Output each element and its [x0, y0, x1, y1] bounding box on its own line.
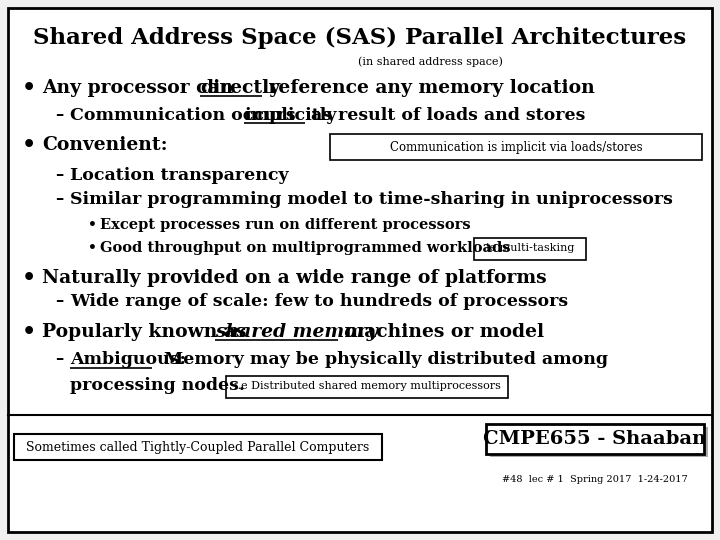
Text: #48  lec # 1  Spring 2017  1-24-2017: #48 lec # 1 Spring 2017 1-24-2017: [502, 476, 688, 484]
Text: Except processes run on different processors: Except processes run on different proces…: [100, 218, 471, 232]
FancyBboxPatch shape: [8, 8, 712, 532]
Text: Convenient:: Convenient:: [42, 136, 168, 154]
Text: Location transparency: Location transparency: [70, 166, 289, 184]
Text: Any processor can: Any processor can: [42, 79, 240, 97]
Text: i.e Distributed shared memory multiprocessors: i.e Distributed shared memory multiproce…: [233, 381, 500, 391]
Text: •: •: [22, 134, 36, 156]
Text: Popularly known as: Popularly known as: [42, 323, 253, 341]
Text: –: –: [55, 352, 63, 368]
Text: •: •: [88, 218, 97, 232]
Text: Communication is implicit via loads/stores: Communication is implicit via loads/stor…: [390, 140, 642, 153]
Text: Similar programming model to time-sharing in uniprocessors: Similar programming model to time-sharin…: [70, 192, 673, 208]
FancyBboxPatch shape: [490, 427, 708, 457]
Text: Communication occurs: Communication occurs: [70, 106, 302, 124]
Text: –: –: [55, 192, 63, 208]
FancyBboxPatch shape: [226, 376, 508, 398]
Text: CMPE655 - Shaaban: CMPE655 - Shaaban: [483, 430, 706, 448]
Text: Ambiguous:: Ambiguous:: [70, 352, 186, 368]
Text: directly: directly: [200, 79, 280, 97]
Text: –: –: [55, 166, 63, 184]
Text: ie multi-tasking: ie multi-tasking: [486, 243, 574, 253]
Text: –: –: [55, 294, 63, 310]
FancyBboxPatch shape: [330, 134, 702, 160]
Text: reference any memory location: reference any memory location: [262, 79, 595, 97]
Text: machines or model: machines or model: [338, 323, 544, 341]
Text: Naturally provided on a wide range of platforms: Naturally provided on a wide range of pl…: [42, 269, 546, 287]
Text: •: •: [22, 321, 36, 343]
Text: Memory may be physically distributed among: Memory may be physically distributed amo…: [152, 352, 608, 368]
FancyBboxPatch shape: [474, 238, 586, 260]
Text: Wide range of scale: few to hundreds of processors: Wide range of scale: few to hundreds of …: [70, 294, 568, 310]
Text: implicitly: implicitly: [244, 106, 336, 124]
Text: (in shared address space): (in shared address space): [358, 57, 503, 68]
Text: Sometimes called Tightly-Coupled Parallel Computers: Sometimes called Tightly-Coupled Paralle…: [27, 441, 369, 454]
Text: as result of loads and stores: as result of loads and stores: [305, 106, 585, 124]
Text: –: –: [55, 106, 63, 124]
Text: •: •: [88, 241, 97, 255]
Text: Shared Address Space (SAS) Parallel Architectures: Shared Address Space (SAS) Parallel Arch…: [33, 27, 687, 49]
Text: processing nodes.: processing nodes.: [70, 376, 245, 394]
FancyBboxPatch shape: [14, 434, 382, 460]
FancyBboxPatch shape: [486, 424, 704, 454]
Text: •: •: [22, 267, 36, 289]
Text: •: •: [22, 77, 36, 99]
Text: shared memory: shared memory: [215, 323, 377, 341]
Text: Good throughput on multiprogrammed workloads: Good throughput on multiprogrammed workl…: [100, 241, 510, 255]
